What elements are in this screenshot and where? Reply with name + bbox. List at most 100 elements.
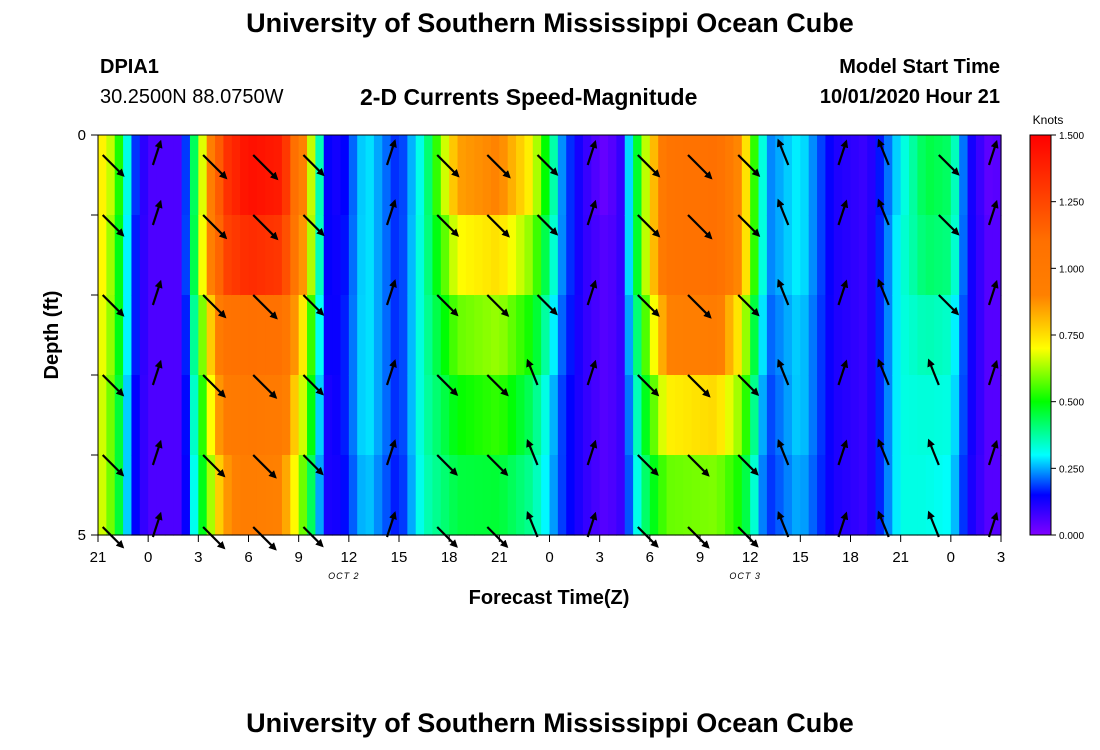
- heatmap-cell: [758, 295, 768, 376]
- heatmap-cell: [683, 135, 693, 216]
- current-vector-arrow: [252, 374, 278, 399]
- current-vector-arrow: [151, 439, 163, 466]
- x-tick-label: 9: [294, 549, 302, 566]
- heatmap-cell: [281, 295, 291, 376]
- heatmap-cell: [833, 215, 843, 296]
- heatmap-cell: [98, 295, 107, 376]
- current-vector-arrow: [737, 214, 761, 238]
- heatmap-cell: [516, 455, 526, 536]
- current-vector-arrow: [837, 199, 849, 226]
- heatmap-cell: [407, 455, 417, 536]
- heatmap-cell: [549, 295, 559, 376]
- heatmap-cell: [658, 455, 668, 536]
- heatmap-cell: [574, 375, 584, 456]
- heatmap-cell: [390, 215, 400, 296]
- heatmap-cell: [833, 375, 843, 456]
- heatmap-cell: [156, 455, 166, 536]
- heatmap-cell: [725, 135, 735, 216]
- heatmap-cell: [566, 215, 576, 296]
- heatmap-cell: [290, 135, 300, 216]
- heatmap-cell: [164, 375, 174, 456]
- heatmap-cell: [181, 295, 191, 376]
- x-tick-label: 3: [997, 549, 1005, 566]
- heatmap-cell: [181, 375, 191, 456]
- heatmap-cell: [674, 375, 684, 456]
- heatmap-cell: [716, 135, 726, 216]
- x-axis: 21 0 3 6 9 12 15 18 21 0 3 6 9 12 15 18 21 0 3 OCT 2 OCT 3: [90, 535, 1005, 581]
- heatmap-cell: [616, 215, 626, 296]
- heatmap-cell: [942, 455, 952, 536]
- heatmap-cell: [833, 295, 843, 376]
- heatmap-cell: [156, 375, 166, 456]
- heatmap-cell: [883, 375, 893, 456]
- heatmap-cell: [240, 375, 250, 456]
- heatmap-cell: [156, 215, 166, 296]
- heatmap-cell: [390, 375, 400, 456]
- current-vector-arrow: [385, 279, 397, 306]
- heatmap-cell: [415, 135, 425, 216]
- heatmap-cell: [139, 215, 149, 296]
- heatmap-cell: [741, 135, 751, 216]
- current-vector-arrow: [586, 439, 598, 466]
- heatmap-cell: [574, 295, 584, 376]
- current-vector-arrow: [637, 154, 661, 178]
- heatmap-cell: [674, 455, 684, 536]
- heatmap-cell: [357, 455, 367, 536]
- heatmap-cell: [457, 455, 467, 536]
- heatmap-cell: [290, 455, 300, 536]
- heatmap-cell: [624, 295, 634, 376]
- heatmap-cell: [148, 135, 158, 216]
- heatmap-cell: [708, 135, 718, 216]
- heatmap-cell: [465, 295, 475, 376]
- heatmap-cell: [658, 375, 668, 456]
- heatmap-cell: [775, 215, 785, 296]
- heatmap-cell: [281, 375, 291, 456]
- heatmap-cell: [800, 375, 810, 456]
- heatmap-cell: [474, 295, 484, 376]
- heatmap-cell: [440, 295, 450, 376]
- heatmap-cell: [850, 135, 860, 216]
- heatmap-cell: [975, 295, 985, 376]
- current-vector-arrow: [252, 214, 279, 241]
- current-vector-arrow: [202, 154, 228, 180]
- heatmap-cell: [582, 295, 592, 376]
- heatmap-cell: [315, 215, 325, 296]
- current-vector-arrow: [486, 294, 510, 317]
- heatmap-cell: [231, 375, 241, 456]
- heatmap-cell: [532, 455, 542, 536]
- current-vector-arrow: [526, 438, 539, 466]
- heatmap-cell: [390, 455, 400, 536]
- heatmap-cell: [424, 135, 434, 216]
- heatmap-cell: [633, 455, 643, 536]
- heatmap-cell: [909, 135, 918, 216]
- heatmap-cell: [465, 135, 475, 216]
- heatmap-cell: [649, 455, 659, 536]
- heatmap-cell: [666, 455, 676, 536]
- current-vector-arrow: [737, 294, 760, 317]
- heatmap-cell: [532, 135, 542, 216]
- heatmap-cell: [925, 455, 935, 536]
- heatmap-cell: [332, 135, 342, 216]
- heatmap-cell: [382, 295, 392, 376]
- heatmap-cell: [240, 295, 250, 376]
- current-vector-arrow: [877, 138, 890, 166]
- heatmap-cell: [148, 455, 158, 536]
- heatmap-cell: [750, 215, 760, 296]
- heatmap-cell: [424, 215, 434, 296]
- heatmap-cell: [842, 215, 852, 296]
- current-vector-arrow: [877, 438, 890, 466]
- heatmap-cell: [449, 215, 459, 296]
- heatmap-cell: [934, 215, 944, 296]
- heatmap-cell: [139, 135, 149, 216]
- x-tick-label: 21: [491, 549, 508, 566]
- heatmap-cell: [106, 295, 116, 376]
- heatmap-cell: [842, 295, 852, 376]
- heatmap-cell: [432, 295, 442, 376]
- y-axis-label: Depth (ft): [41, 291, 63, 380]
- heatmap-cell: [984, 135, 994, 216]
- heatmap-cell: [516, 215, 526, 296]
- heatmap-cell: [131, 375, 141, 456]
- heatmap-cell: [700, 295, 709, 376]
- heatmap-cell: [415, 375, 425, 456]
